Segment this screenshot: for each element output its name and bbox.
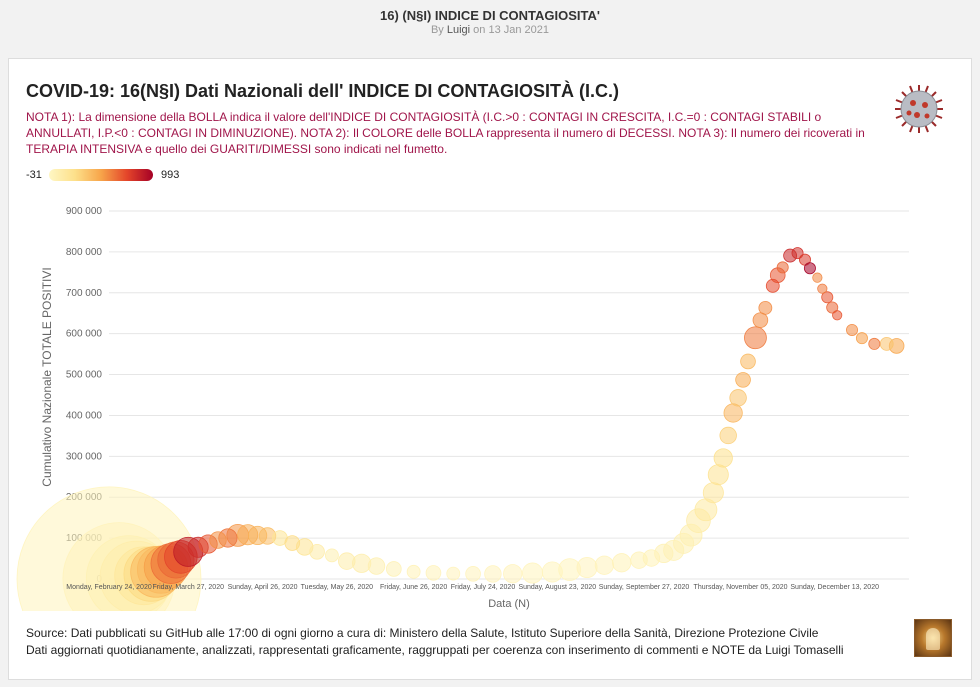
byline: By Luigi on 13 Jan 2021 [0, 24, 980, 36]
data-bubble [209, 531, 227, 549]
data-bubble [740, 353, 756, 370]
data-bubble [713, 448, 733, 468]
y-tick-label: 600 000 [66, 329, 103, 340]
data-bubble [803, 262, 816, 275]
data-bubble [832, 310, 843, 321]
x-tick-label: Monday, February 24, 2020 [66, 584, 152, 591]
author-logo-icon [914, 619, 952, 657]
data-bubble [386, 561, 402, 577]
x-tick-label: Sunday, April 26, 2020 [228, 584, 298, 591]
x-tick-label: Tuesday, May 26, 2020 [301, 584, 373, 591]
y-tick-label: 300 000 [66, 451, 103, 462]
data-bubble [284, 535, 301, 551]
byline-prefix: By [430, 24, 444, 36]
data-bubble [576, 557, 598, 579]
x-axis-title: Data (N) [488, 598, 530, 610]
data-bubble [612, 553, 632, 573]
data-bubble [879, 336, 894, 351]
data-bubble [594, 555, 614, 575]
source-note: Source: Dati pubblicati su GitHub alle 1… [26, 625, 906, 659]
data-bubble [752, 312, 769, 328]
data-bubble [707, 464, 729, 486]
source-line-1: Source: Dati pubblicati su GitHub alle 1… [26, 626, 819, 640]
x-tick-label: Sunday, August 23, 2020 [518, 584, 596, 591]
data-bubble [522, 562, 544, 584]
data-bubble [367, 557, 386, 575]
data-bubble [729, 389, 747, 407]
data-bubble [309, 544, 325, 560]
data-bubble [744, 326, 767, 350]
data-bubble [826, 301, 839, 314]
data-bubble [868, 337, 881, 350]
data-bubble [484, 565, 502, 583]
data-bubble [673, 532, 695, 554]
data-bubble [776, 261, 789, 274]
chart-card: COVID-19: 16(N§I) Dati Nazionali dell' I… [8, 58, 972, 680]
x-tick-label: Friday, June 26, 2020 [380, 584, 447, 591]
x-tick-label: Friday, March 27, 2020 [153, 584, 225, 591]
data-bubble [735, 372, 751, 388]
virus-icon [895, 85, 943, 133]
colorbar [49, 169, 153, 181]
data-bubble [338, 552, 356, 570]
chart-title: COVID-19: 16(N§I) Dati Nazionali dell' I… [26, 81, 620, 101]
data-bubble [855, 332, 868, 345]
x-tick-label: Sunday, December 13, 2020 [790, 584, 879, 591]
data-bubble [642, 549, 661, 567]
data-bubble [758, 301, 773, 315]
data-bubble [702, 482, 724, 504]
data-bubble [719, 426, 737, 445]
data-bubble [817, 283, 828, 294]
colorbar-max-label: 993 [161, 169, 180, 181]
chart-notes: NOTA 1): La dimensione della BOLLA indic… [26, 110, 865, 156]
author-link[interactable]: Luigi [446, 24, 471, 36]
data-bubble [723, 403, 743, 423]
source-line-2: Dati aggiornati quotidianamente, analizz… [26, 643, 844, 657]
x-tick-label: Sunday, September 27, 2020 [599, 584, 690, 591]
y-tick-label: 400 000 [66, 410, 103, 421]
colorbar-min-label: -31 [26, 169, 42, 181]
y-axis-title: Cumulativo Nazionale TOTALE POSITIVI [40, 267, 54, 486]
data-bubble [446, 566, 461, 581]
y-tick-label: 700 000 [66, 288, 103, 299]
y-tick-label: 900 000 [66, 206, 103, 217]
post-date: on 13 Jan 2021 [473, 24, 550, 36]
data-bubble [503, 564, 523, 584]
y-tick-label: 500 000 [66, 370, 103, 381]
data-bubble [812, 272, 823, 283]
x-tick-label: Friday, July 24, 2020 [451, 584, 516, 591]
data-bubble [541, 561, 563, 583]
data-bubble [325, 548, 339, 563]
x-tick-label: Thursday, November 05, 2020 [694, 584, 788, 591]
data-bubble [465, 566, 481, 582]
data-bubble [821, 291, 834, 304]
data-bubble [846, 323, 859, 336]
data-bubble [765, 278, 780, 293]
page-title: 16) (N§I) INDICE DI CONTAGIOSITA' [379, 8, 600, 23]
y-tick-label: 800 000 [66, 247, 103, 258]
data-bubble [425, 565, 442, 581]
data-bubble [406, 564, 421, 579]
